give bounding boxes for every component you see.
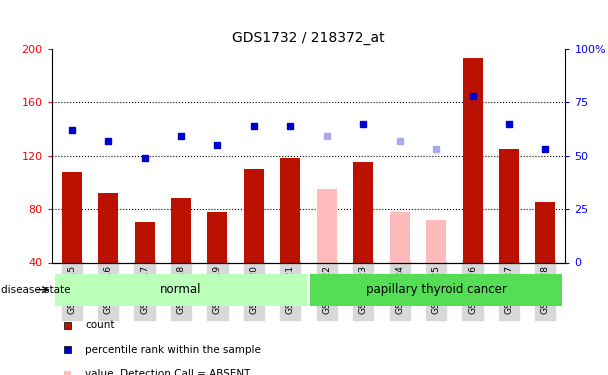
Bar	[390, 212, 410, 262]
Bar	[499, 149, 519, 262]
Bar	[61, 172, 81, 262]
Text: percentile rank within the sample: percentile rank within the sample	[85, 345, 261, 355]
Bar	[98, 193, 118, 262]
Bar	[244, 169, 264, 262]
Bar	[426, 220, 446, 262]
Bar	[310, 274, 562, 306]
Bar	[463, 58, 483, 262]
Bar	[536, 202, 556, 262]
Title: GDS1732 / 218372_at: GDS1732 / 218372_at	[232, 31, 385, 45]
Bar	[280, 158, 300, 262]
Text: normal: normal	[161, 283, 202, 296]
Bar	[55, 274, 307, 306]
Bar	[353, 162, 373, 262]
Text: count: count	[85, 320, 115, 330]
Bar	[207, 212, 227, 262]
Bar	[171, 198, 191, 262]
Bar	[317, 189, 337, 262]
Text: papillary thyroid cancer: papillary thyroid cancer	[365, 283, 506, 296]
Text: value, Detection Call = ABSENT: value, Detection Call = ABSENT	[85, 369, 250, 375]
Bar	[134, 222, 154, 262]
Text: disease state: disease state	[1, 285, 70, 295]
